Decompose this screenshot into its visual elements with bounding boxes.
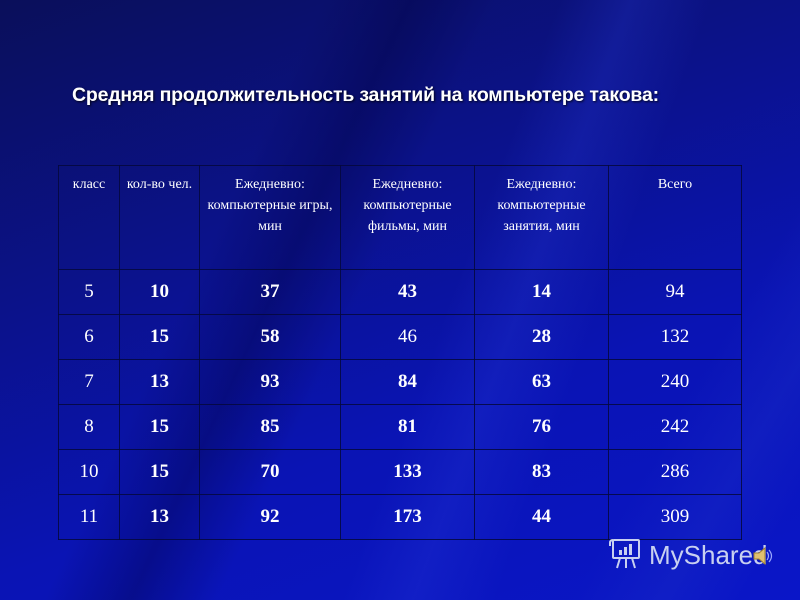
header-games: Ежедневно: компьютерные игры, мин	[199, 165, 341, 270]
table-row: 10 15 70 133 83 286	[58, 449, 742, 495]
header-count: кол-во чел.	[119, 165, 200, 270]
table-row: 7 13 93 84 63 240	[58, 359, 742, 405]
cell-count: 13	[119, 359, 200, 405]
header-class: класс	[58, 165, 120, 270]
cell-class: 8	[58, 404, 120, 450]
table-row: 11 13 92 173 44 309	[58, 494, 742, 540]
cell-activities: 63	[474, 359, 609, 405]
header-activities: Ежедневно: компьютерные занятия, мин	[474, 165, 609, 270]
cell-films: 46	[340, 314, 475, 360]
watermark-logo: MyShared	[609, 537, 768, 573]
header-total: Всего	[608, 165, 742, 270]
cell-total: 94	[608, 269, 742, 315]
cell-games: 93	[199, 359, 341, 405]
cell-class: 7	[58, 359, 120, 405]
cell-activities: 14	[474, 269, 609, 315]
table-row: 5 10 37 43 14 94	[58, 269, 742, 315]
cell-films: 133	[340, 449, 475, 495]
cell-count: 15	[119, 449, 200, 495]
slide-title: Средняя продолжительность занятий на ком…	[72, 84, 659, 106]
cell-activities: 83	[474, 449, 609, 495]
cell-count: 13	[119, 494, 200, 540]
header-films: Ежедневно: компьютерные фильмы, мин	[340, 165, 475, 270]
cell-count: 10	[119, 269, 200, 315]
cell-games: 58	[199, 314, 341, 360]
cell-total: 309	[608, 494, 742, 540]
table-row: 8 15 85 81 76 242	[58, 404, 742, 450]
cell-games: 85	[199, 404, 341, 450]
speaker-icon[interactable]	[752, 545, 774, 572]
table-header-row: класс кол-во чел. Ежедневно: компьютерны…	[58, 165, 742, 270]
cell-class: 6	[58, 314, 120, 360]
cell-films: 43	[340, 269, 475, 315]
cell-films: 81	[340, 404, 475, 450]
cell-games: 70	[199, 449, 341, 495]
cell-films: 173	[340, 494, 475, 540]
presentation-board-icon	[609, 536, 643, 575]
cell-total: 240	[608, 359, 742, 405]
table-row: 6 15 58 46 28 132	[58, 314, 742, 360]
cell-count: 15	[119, 314, 200, 360]
cell-total: 132	[608, 314, 742, 360]
watermark-text: MyShared	[649, 539, 768, 570]
cell-activities: 28	[474, 314, 609, 360]
cell-total: 286	[608, 449, 742, 495]
cell-count: 15	[119, 404, 200, 450]
cell-films: 84	[340, 359, 475, 405]
cell-class: 5	[58, 269, 120, 315]
cell-activities: 44	[474, 494, 609, 540]
cell-activities: 76	[474, 404, 609, 450]
cell-class: 11	[58, 494, 120, 540]
cell-class: 10	[58, 449, 120, 495]
screen-time-table: класс кол-во чел. Ежедневно: компьютерны…	[58, 165, 742, 540]
cell-total: 242	[608, 404, 742, 450]
cell-games: 37	[199, 269, 341, 315]
cell-games: 92	[199, 494, 341, 540]
